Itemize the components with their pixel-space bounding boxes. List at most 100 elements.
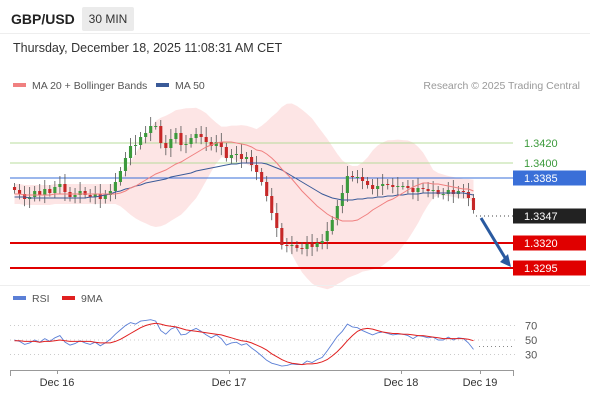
candle-body: [345, 176, 349, 193]
candle-body: [406, 186, 410, 188]
candle-body: [325, 231, 329, 241]
candle-body: [244, 157, 249, 159]
candle-body: [113, 182, 117, 191]
legend-ma9: 9MA: [62, 293, 103, 305]
candle-body: [386, 184, 390, 185]
candle-body: [421, 188, 425, 189]
candle-body: [179, 133, 183, 145]
legend-rsi: RSI: [13, 293, 50, 305]
candle-body: [123, 158, 128, 171]
candle-body: [431, 190, 435, 191]
candle-body: [426, 189, 430, 191]
candle-body: [366, 181, 370, 185]
level-label-1-3347: 1.3347: [524, 211, 558, 223]
x-tick-label-dec-17: Dec 17: [212, 377, 247, 389]
candle-body: [184, 144, 188, 145]
candle-body: [48, 189, 52, 193]
candle-body: [83, 191, 87, 195]
candle-body: [234, 154, 238, 155]
candle-body: [88, 195, 92, 197]
candle-body: [285, 245, 289, 246]
candle-body: [471, 198, 476, 210]
candle-body: [280, 228, 284, 245]
candle-body: [355, 177, 360, 178]
candle-body: [18, 190, 22, 194]
candle-body: [270, 196, 274, 213]
candle-body: [381, 184, 385, 186]
candle-body: [154, 126, 158, 127]
timestamp: Thursday, December 18, 2025 11:08:31 AM …: [13, 41, 283, 55]
ma20-line: [14, 141, 474, 222]
candle-body: [229, 155, 233, 158]
candle-body: [446, 190, 450, 194]
candle-body: [63, 184, 67, 192]
candle-body: [461, 191, 465, 192]
candle-body: [159, 126, 163, 143]
x-tick-label-dec-18: Dec 18: [384, 377, 419, 389]
rsi-swatch: [13, 296, 26, 301]
candle-body: [350, 176, 354, 177]
candle-body: [360, 177, 365, 181]
candle-body: [169, 139, 173, 148]
candle-body: [436, 190, 440, 194]
candle-body: [93, 194, 97, 197]
candle-body: [255, 165, 259, 172]
candle-body: [134, 145, 138, 146]
rsi-tick-30: 30: [525, 350, 537, 362]
candle-body: [144, 133, 148, 137]
legend-ma50: MA 50: [156, 80, 205, 92]
x-tick-label-dec-16: Dec 16: [40, 377, 75, 389]
level-label-bg-1-3385: [513, 170, 586, 186]
candle-body: [466, 192, 470, 198]
ma9-label: 9MA: [81, 293, 103, 305]
ma50-label: MA 50: [175, 80, 205, 92]
candle-body: [139, 137, 143, 145]
candle-body: [315, 243, 319, 247]
candle-body: [164, 143, 168, 148]
candle-body: [265, 182, 269, 196]
candle-body: [189, 138, 193, 144]
candle-body: [199, 134, 203, 137]
candle-body: [335, 206, 339, 220]
candle-body: [118, 171, 122, 182]
pair-title: GBP/USD: [11, 11, 75, 27]
ma9-swatch: [62, 296, 75, 301]
x-tick-label-dec-19: Dec 19: [463, 377, 498, 389]
ma20-label: MA 20 + Bollinger Bands: [32, 80, 148, 92]
candle-body: [219, 142, 223, 147]
candle-body: [58, 184, 62, 187]
rsi-tick-70: 70: [525, 321, 537, 333]
level-label-1-3320: 1.3320: [524, 238, 558, 250]
ma20-swatch: [13, 83, 26, 88]
candle-body: [53, 187, 57, 193]
candle-body: [103, 195, 107, 199]
ma50-line: [14, 162, 474, 201]
candle-body: [396, 186, 400, 187]
level-label-1-3295: 1.3295: [524, 263, 558, 275]
candle-body: [416, 188, 420, 192]
rsi-tick-50: 50: [525, 335, 537, 347]
level-label-1-3420: 1.3420: [524, 138, 558, 150]
candle-body: [43, 189, 47, 195]
candle-body: [391, 185, 395, 187]
candle-body: [250, 157, 254, 165]
level-label-1-3400: 1.3400: [524, 158, 558, 170]
candle-body: [128, 146, 133, 158]
candle-body: [33, 191, 37, 197]
candle-body: [376, 186, 380, 189]
forecast-arrow-head: [500, 254, 511, 267]
candle-body: [330, 220, 334, 231]
rsi-label: RSI: [32, 293, 50, 305]
timeframe-badge[interactable]: 30 MIN: [82, 7, 134, 31]
candle-body: [194, 134, 198, 138]
candle-body: [371, 185, 375, 189]
rsi-line: [14, 319, 474, 367]
candle-body: [149, 126, 153, 133]
candle-body: [305, 244, 309, 249]
ma50-swatch: [156, 83, 169, 88]
bollinger-band-area: [14, 103, 474, 290]
forecast-arrow-shaft: [479, 217, 509, 262]
candle-body: [310, 244, 314, 247]
